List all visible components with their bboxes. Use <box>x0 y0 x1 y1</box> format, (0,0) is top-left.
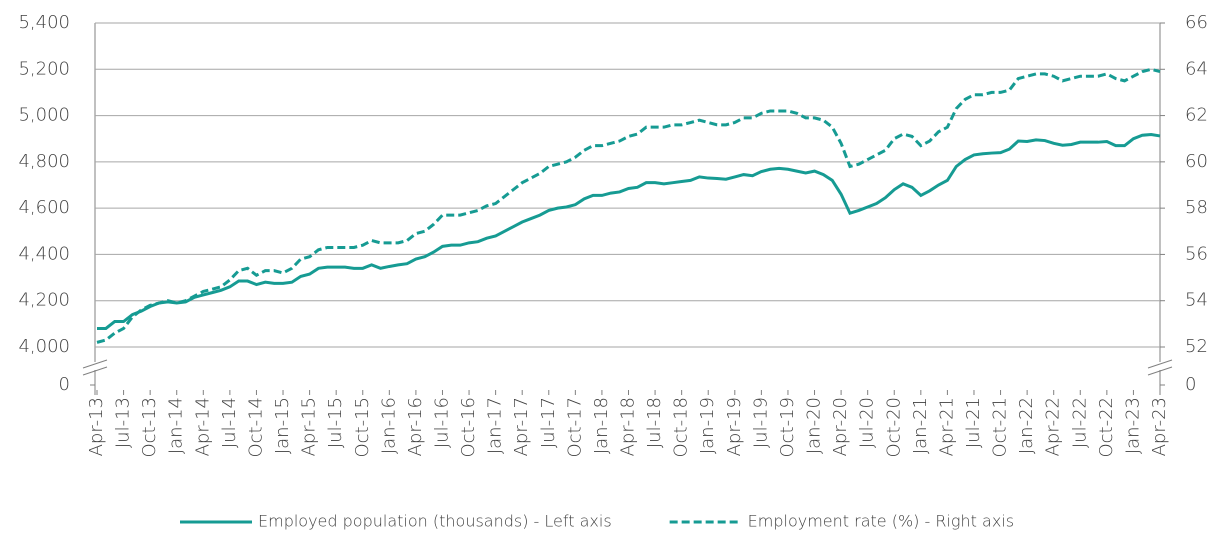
x-tick-label: Jul-22 <box>1069 397 1090 448</box>
axis-break-mark <box>1147 359 1173 369</box>
x-tick-label: Oct-18 <box>671 397 692 458</box>
x-tick-label: Apr-20 <box>830 397 851 456</box>
x-tick-label: Jul-14 <box>219 397 240 448</box>
x-tick-label: Apr-17 <box>511 397 532 456</box>
y2-tick-label: 0 <box>1185 374 1196 395</box>
y2-tick-label: 62 <box>1185 105 1208 126</box>
y2-tick-label: 60 <box>1185 151 1208 172</box>
x-tick-label: Oct-19 <box>777 397 798 458</box>
axis-break-mark <box>82 366 108 376</box>
x-tick-label: Oct-16 <box>458 397 479 458</box>
x-tick-label: Apr-14 <box>192 397 213 456</box>
x-tick-label: Jul-20 <box>857 397 878 448</box>
x-tick-label: Jan-17 <box>485 397 506 454</box>
x-tick-label: Jan-15 <box>272 397 293 454</box>
series-line <box>96 67 1161 344</box>
y-tick-label: 4,800 <box>18 151 70 172</box>
legend-label: Employed population (thousands) - Left a… <box>258 512 612 531</box>
y-tick-label: 4,200 <box>18 290 70 311</box>
y-tick-label: 4,600 <box>18 197 70 218</box>
x-tick-label: Jul-19 <box>750 397 771 448</box>
series-line <box>97 133 1161 330</box>
y-tick-label: 4,400 <box>18 243 70 264</box>
x-tick-label: Oct-21 <box>990 397 1011 458</box>
y2-tick-label: 58 <box>1185 197 1208 218</box>
x-tick-label: Jan-23 <box>1122 397 1143 454</box>
y-tick-label: 5,000 <box>18 105 70 126</box>
x-tick-label: Apr-13 <box>86 397 107 456</box>
x-tick-label: Jul-16 <box>431 397 452 448</box>
x-tick-label: Apr-16 <box>405 397 426 456</box>
y2-tick-label: 56 <box>1185 243 1208 264</box>
x-tick-label: Oct-14 <box>245 397 266 458</box>
x-tick-label: Apr-15 <box>299 397 320 456</box>
x-tick-label: Jul-17 <box>538 397 559 448</box>
x-tick-label: Jan-21 <box>910 397 931 454</box>
axis-break <box>85 362 105 370</box>
x-tick-label: Oct-22 <box>1096 397 1117 458</box>
x-tick-label: Oct-15 <box>352 397 373 458</box>
x-tick-label: Jul-13 <box>113 397 134 448</box>
x-tick-label: Jul-15 <box>325 397 346 448</box>
x-tick-label: Jan-20 <box>804 397 825 454</box>
x-tick-label: Jan-22 <box>1016 397 1037 454</box>
x-tick-label: Oct-17 <box>564 397 585 458</box>
x-tick-label: Jul-21 <box>963 397 984 448</box>
x-tick-label: Apr-22 <box>1043 397 1064 456</box>
x-tick-label: Oct-20 <box>883 397 904 458</box>
y-tick-label: 5,400 <box>18 12 70 33</box>
y2-tick-label: 54 <box>1185 290 1208 311</box>
axis-break-mark <box>82 359 108 369</box>
y-tick-label: 5,200 <box>18 58 70 79</box>
x-tick-label: Apr-23 <box>1149 397 1170 456</box>
axis-break-mark <box>1147 366 1173 376</box>
x-tick-label: Apr-18 <box>618 397 639 456</box>
y-tick-label: 4,000 <box>18 336 70 357</box>
x-tick-label: Apr-21 <box>936 397 957 456</box>
y2-tick-label: 66 <box>1185 12 1208 33</box>
x-tick-label: Jan-14 <box>166 397 187 454</box>
x-tick-label: Jan-16 <box>378 397 399 454</box>
x-tick-label: Jan-18 <box>591 397 612 454</box>
axis-break <box>1150 362 1170 370</box>
x-tick-label: Jan-19 <box>697 397 718 454</box>
y2-tick-label: 52 <box>1185 336 1208 357</box>
x-tick-label: Oct-13 <box>139 397 160 458</box>
y2-tick-label: 64 <box>1185 58 1208 79</box>
legend-label: Employment rate (%) - Right axis <box>748 512 1014 531</box>
y-tick-label: 0 <box>59 374 70 395</box>
x-tick-label: Apr-19 <box>724 397 745 456</box>
x-tick-label: Jul-18 <box>644 397 665 448</box>
